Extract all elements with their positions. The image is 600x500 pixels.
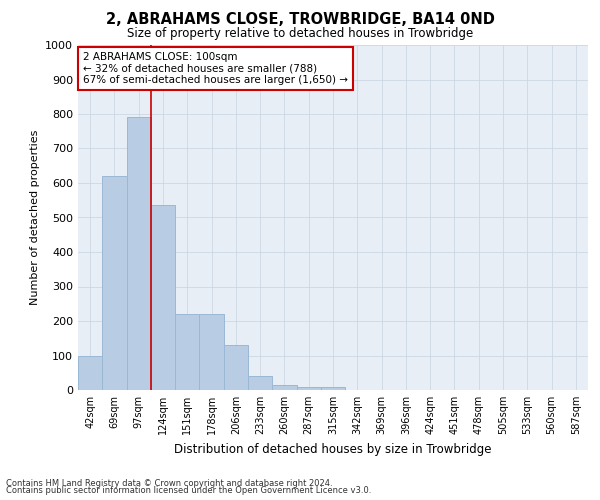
Bar [321, 386, 345, 390]
Bar [151, 206, 175, 390]
Text: Contains HM Land Registry data © Crown copyright and database right 2024.: Contains HM Land Registry data © Crown c… [6, 478, 332, 488]
Text: 2 ABRAHAMS CLOSE: 100sqm
← 32% of detached houses are smaller (788)
67% of semi-: 2 ABRAHAMS CLOSE: 100sqm ← 32% of detach… [83, 52, 348, 85]
Bar [175, 314, 199, 390]
X-axis label: Distribution of detached houses by size in Trowbridge: Distribution of detached houses by size … [174, 442, 492, 456]
Bar [78, 356, 102, 390]
Bar [296, 386, 321, 390]
Text: Contains public sector information licensed under the Open Government Licence v3: Contains public sector information licen… [6, 486, 371, 495]
Text: Size of property relative to detached houses in Trowbridge: Size of property relative to detached ho… [127, 28, 473, 40]
Bar [127, 118, 151, 390]
Bar [272, 385, 296, 390]
Bar [102, 176, 127, 390]
Text: 2, ABRAHAMS CLOSE, TROWBRIDGE, BA14 0ND: 2, ABRAHAMS CLOSE, TROWBRIDGE, BA14 0ND [106, 12, 494, 28]
Bar [248, 376, 272, 390]
Bar [224, 345, 248, 390]
Bar [199, 314, 224, 390]
Y-axis label: Number of detached properties: Number of detached properties [29, 130, 40, 305]
